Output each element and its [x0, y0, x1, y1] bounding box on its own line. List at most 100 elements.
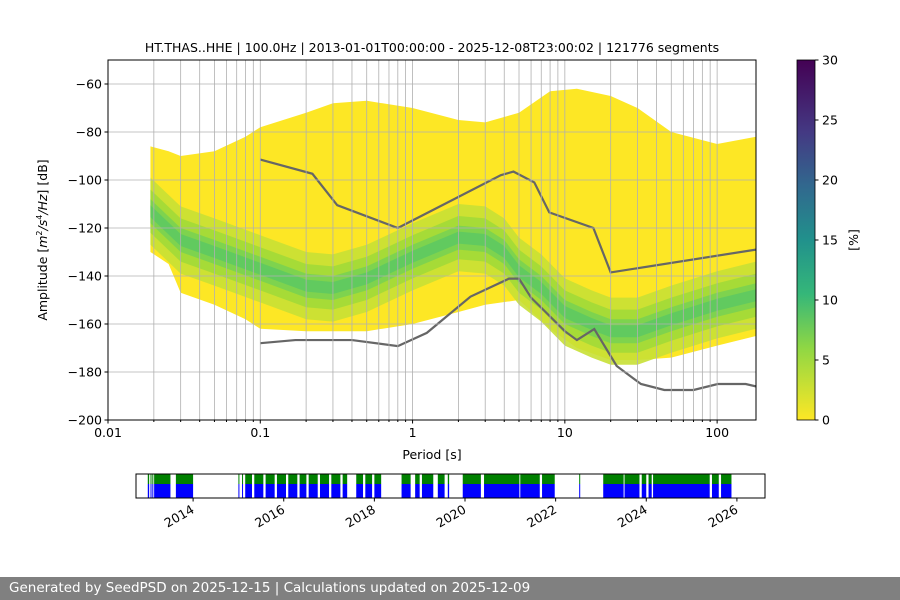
timeline-used-segment: [421, 484, 434, 498]
timeline-available-segment: [147, 474, 150, 484]
timeline-available-segment: [356, 474, 364, 484]
timeline-used-segment: [152, 484, 154, 498]
colorbar-tick-label: 10: [822, 293, 838, 308]
timeline-used-segment: [288, 484, 298, 498]
timeline-used-segment: [401, 484, 411, 498]
timeline-available-segment: [624, 474, 640, 484]
colorbar-tick-label: 15: [822, 233, 838, 248]
y-tick-label: −140: [68, 269, 102, 284]
timeline-used-segment: [641, 484, 647, 498]
timeline-used-segment: [175, 484, 194, 498]
timeline-used-segment: [437, 484, 445, 498]
timeline-used-segment: [245, 484, 253, 498]
colorbar: [796, 59, 816, 421]
x-tick-label: 100: [705, 425, 729, 440]
y-tick-label: −200: [68, 413, 102, 428]
timeline-used-segment: [299, 484, 307, 498]
y-tick-label: −80: [76, 125, 102, 140]
colorbar-label: [%]: [846, 229, 861, 251]
timeline-available-segment: [319, 474, 330, 484]
timeline-used-segment: [356, 484, 364, 498]
timeline-available-segment: [154, 474, 171, 484]
timeline-used-segment: [254, 484, 264, 498]
timeline-used-segment: [603, 484, 624, 498]
timeline-frame: [135, 473, 766, 499]
timeline-tick-label: 2022: [524, 502, 559, 531]
colorbar-tick-label: 5: [822, 353, 830, 368]
timeline-used-segment: [342, 484, 348, 498]
x-tick-label: 1: [409, 425, 417, 440]
timeline-used-segment: [308, 484, 318, 498]
timeline-available-segment: [421, 474, 434, 484]
x-axis-label: Period [s]: [402, 447, 461, 462]
y-tick-label: −100: [68, 173, 102, 188]
timeline-available-segment: [603, 474, 624, 484]
timeline-available-segment: [579, 474, 581, 484]
timeline-used-segment: [648, 484, 652, 498]
timeline-used-segment: [721, 484, 732, 498]
timeline-available-segment: [265, 474, 275, 484]
timeline-used-segment: [265, 484, 275, 498]
timeline-available-segment: [447, 474, 450, 484]
timeline-available-segment: [331, 474, 341, 484]
timeline-used-segment: [150, 484, 152, 498]
timeline-tick-label: 2024: [615, 502, 650, 531]
timeline-available-segment: [542, 474, 555, 484]
y-tick-label: −160: [68, 317, 102, 332]
x-tick-label: 0.01: [94, 425, 122, 440]
timeline-used-segment: [579, 484, 581, 498]
timeline-used-segment: [542, 484, 555, 498]
timeline-available-segment: [374, 474, 382, 484]
timeline-used-segment: [462, 484, 481, 498]
timeline-tick-label: 2018: [343, 502, 378, 531]
timeline-used-segment: [276, 484, 286, 498]
timeline-available-segment: [415, 474, 420, 484]
timeline-available-segment: [648, 474, 652, 484]
timeline-used-segment: [447, 484, 450, 498]
timeline-available-segment: [653, 474, 710, 484]
timeline-available-segment: [437, 474, 445, 484]
footer-text: Generated by SeedPSD on 2025-12-15 | Cal…: [0, 577, 900, 600]
timeline-used-segment: [484, 484, 520, 498]
timeline-available-segment: [288, 474, 298, 484]
timeline-available-segment: [150, 474, 152, 484]
chart-title: HT.THAS..HHE | 100.0Hz | 2013-01-01T00:0…: [145, 40, 719, 55]
ppsd-chart: HT.THAS..HHE | 100.0Hz | 2013-01-01T00:0…: [35, 40, 861, 531]
x-tick-label: 10: [557, 425, 573, 440]
timeline-tick-label: 2016: [252, 502, 287, 531]
timeline-available-segment: [641, 474, 647, 484]
timeline-available-segment: [175, 474, 194, 484]
timeline-available-segment: [365, 474, 373, 484]
timeline-available-segment: [238, 474, 240, 484]
timeline-used-segment: [319, 484, 330, 498]
timeline-used-segment: [520, 484, 540, 498]
colorbar-tick-label: 0: [822, 413, 830, 428]
timeline-used-segment: [331, 484, 341, 498]
timeline-available-segment: [520, 474, 540, 484]
timeline-available-segment: [342, 474, 348, 484]
timeline-used-segment: [365, 484, 373, 498]
y-axis-label: Amplitude [m2/s4/Hz] [dB]: [35, 159, 50, 320]
timeline-used-segment: [624, 484, 640, 498]
timeline-used-segment: [653, 484, 710, 498]
timeline-available-segment: [462, 474, 481, 484]
y-tick-label: −60: [76, 77, 102, 92]
timeline-available-segment: [308, 474, 318, 484]
timeline-available-segment: [711, 474, 719, 484]
colorbar-tick-label: 20: [822, 173, 838, 188]
plot-frame: [107, 59, 757, 421]
timeline-available-segment: [254, 474, 264, 484]
noise-model-nhnm: [259, 158, 756, 274]
psd-mode-band-1: [150, 189, 756, 353]
timeline-available-segment: [242, 474, 244, 484]
colorbar-tick-label: 30: [822, 53, 838, 68]
timeline-used-segment: [154, 484, 171, 498]
timeline-available-segment: [484, 474, 520, 484]
y-tick-label: −120: [68, 221, 102, 236]
timeline-used-segment: [147, 484, 150, 498]
timeline-tick-label: 2026: [705, 502, 740, 531]
timeline-available-segment: [152, 474, 154, 484]
timeline-available-segment: [276, 474, 286, 484]
timeline-available-segment: [721, 474, 732, 484]
timeline-used-segment: [374, 484, 382, 498]
